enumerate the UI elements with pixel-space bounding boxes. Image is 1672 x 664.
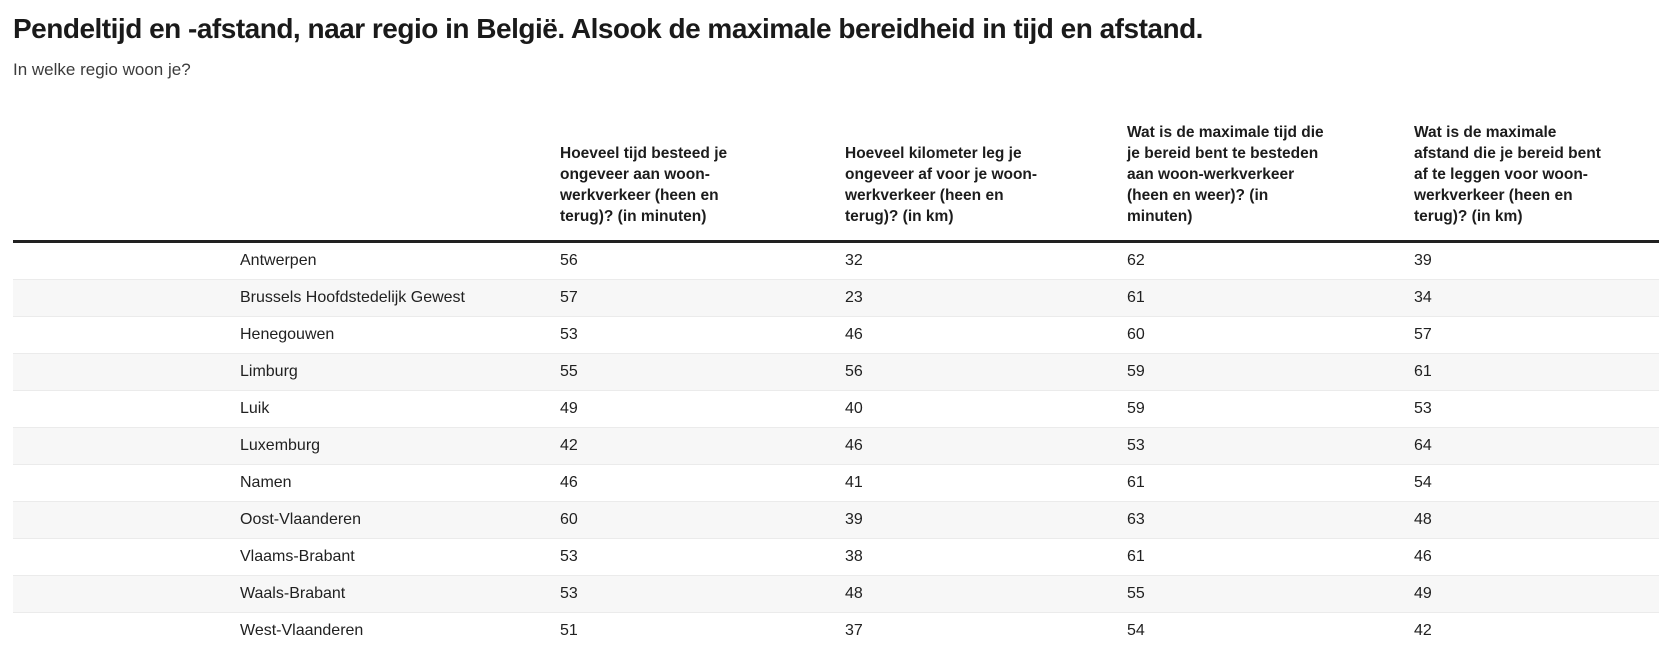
value-cell: 46	[560, 474, 578, 491]
region-label: West-Vlaanderen	[240, 622, 364, 639]
value-cell: 61	[1127, 548, 1145, 565]
row-spacer-cell	[13, 465, 240, 502]
region-label: Henegouwen	[240, 326, 335, 343]
row-spacer-cell	[13, 613, 240, 650]
value-cell: 61	[1127, 289, 1145, 306]
value-cell: 42	[560, 437, 578, 454]
value-cell: 55	[1127, 585, 1145, 602]
value-cell: 49	[560, 400, 578, 417]
value-cell: 63	[1127, 511, 1145, 528]
row-spacer-cell	[13, 242, 240, 280]
column-header-max-distance: Wat is de maximale afstand die je bereid…	[1414, 122, 1659, 243]
value-cell: 32	[845, 252, 863, 269]
page-title: Pendeltijd en -afstand, naar regio in Be…	[13, 13, 1203, 44]
region-label: Luik	[240, 400, 270, 417]
region-label: Antwerpen	[240, 252, 317, 269]
table-row: Antwerpen 56 32 62 39	[13, 242, 1659, 280]
table-row: Brussels Hoofdstedelijk Gewest 57 23 61 34	[13, 279, 1659, 317]
value-cell: 60	[1127, 326, 1145, 343]
region-label: Limburg	[240, 363, 298, 380]
value-cell: 48	[845, 585, 863, 602]
value-cell: 54	[1414, 474, 1432, 491]
column-header-max-time: Wat is de maximale tijd die je bereid be…	[1127, 122, 1414, 243]
value-cell: 53	[560, 326, 578, 343]
value-cell: 53	[1127, 437, 1145, 454]
value-cell: 46	[1414, 548, 1432, 565]
column-header-commute-distance: Hoeveel kilometer leg je ongeveer af voo…	[845, 122, 1127, 243]
value-cell: 39	[1414, 252, 1432, 269]
table-row: Oost-Vlaanderen 60 39 63 48	[13, 501, 1659, 539]
value-cell: 34	[1414, 289, 1432, 306]
table-row: Limburg 55 56 59 61	[13, 353, 1659, 391]
column-header-commute-time: Hoeveel tijd besteed je ongeveer aan woo…	[560, 122, 845, 243]
row-spacer-cell	[13, 428, 240, 465]
value-cell: 56	[845, 363, 863, 380]
table-body: Antwerpen 56 32 62 39 Brussels Hoofdstedelijk…	[13, 242, 1659, 650]
value-cell: 53	[1414, 400, 1432, 417]
value-cell: 37	[845, 622, 863, 639]
value-cell: 61	[1127, 474, 1145, 491]
table-row: Luik 49 40 59 53	[13, 390, 1659, 428]
header-spacer-cell	[13, 122, 240, 243]
value-cell: 64	[1414, 437, 1432, 454]
value-cell: 61	[1414, 363, 1432, 380]
value-cell: 59	[1127, 363, 1145, 380]
value-cell: 62	[1127, 252, 1145, 269]
value-cell: 55	[560, 363, 578, 380]
value-cell: 59	[1127, 400, 1145, 417]
table-row: Luxemburg 42 46 53 64	[13, 427, 1659, 465]
row-spacer-cell	[13, 576, 240, 613]
table-row: Waals-Brabant 53 48 55 49	[13, 575, 1659, 613]
region-label: Vlaams-Brabant	[240, 548, 355, 565]
region-label: Waals-Brabant	[240, 585, 346, 602]
value-cell: 41	[845, 474, 863, 491]
row-spacer-cell	[13, 280, 240, 317]
value-cell: 40	[845, 400, 863, 417]
region-label: Luxemburg	[240, 437, 321, 454]
value-cell: 42	[1414, 622, 1432, 639]
value-cell: 48	[1414, 511, 1432, 528]
table-header-row: Hoeveel tijd besteed je ongeveer aan woo…	[13, 122, 1659, 243]
value-cell: 51	[560, 622, 578, 639]
table-row: Henegouwen 53 46 60 57	[13, 316, 1659, 354]
row-spacer-cell	[13, 317, 240, 354]
value-cell: 56	[560, 252, 578, 269]
region-label: Brussels Hoofdstedelijk Gewest	[240, 289, 465, 306]
region-label: Namen	[240, 474, 292, 491]
page-subtitle: In welke regio woon je?	[13, 60, 191, 79]
value-cell: 39	[845, 511, 863, 528]
region-label: Oost-Vlaanderen	[240, 511, 361, 528]
value-cell: 60	[560, 511, 578, 528]
crosstab-table: Hoeveel tijd besteed je ongeveer aan woo…	[13, 122, 1659, 649]
survey-crosstab-report: Pendeltijd en -afstand, naar regio in Be…	[13, 13, 1659, 649]
row-spacer-cell	[13, 502, 240, 539]
value-cell: 46	[845, 326, 863, 343]
row-spacer-cell	[13, 539, 240, 576]
table-row: Vlaams-Brabant 53 38 61 46	[13, 538, 1659, 576]
table-row: Namen 46 41 61 54	[13, 464, 1659, 502]
value-cell: 38	[845, 548, 863, 565]
header-region-spacer-cell	[240, 122, 560, 243]
value-cell: 53	[560, 585, 578, 602]
value-cell: 53	[560, 548, 578, 565]
row-spacer-cell	[13, 354, 240, 391]
value-cell: 49	[1414, 585, 1432, 602]
value-cell: 57	[1414, 326, 1432, 343]
value-cell: 46	[845, 437, 863, 454]
value-cell: 57	[560, 289, 578, 306]
value-cell: 23	[845, 289, 863, 306]
row-spacer-cell	[13, 391, 240, 428]
table-row: West-Vlaanderen 51 37 54 42	[13, 612, 1659, 650]
value-cell: 54	[1127, 622, 1145, 639]
